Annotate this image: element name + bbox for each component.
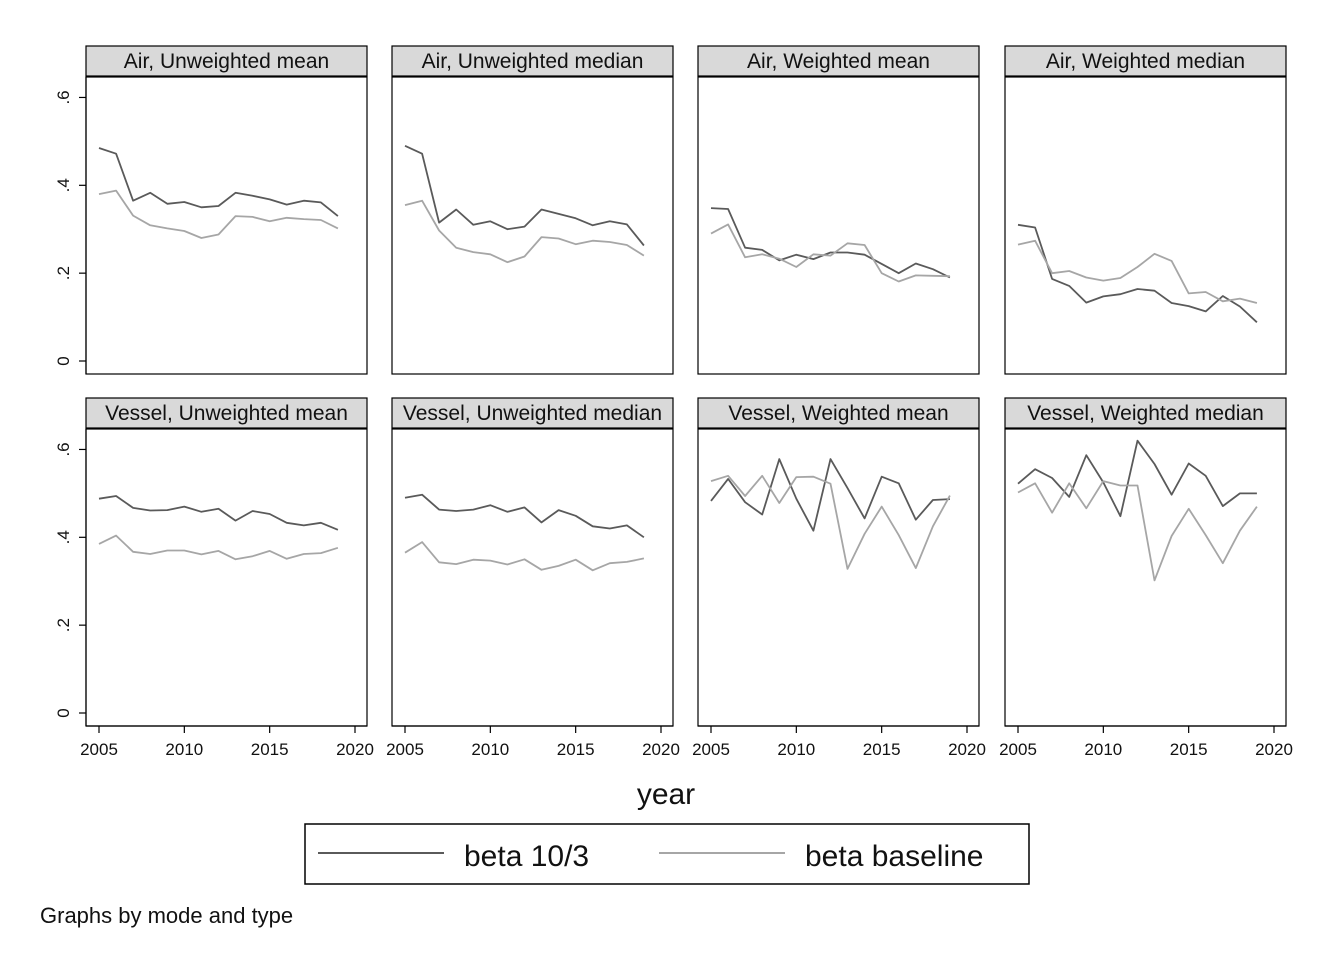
panel-title: Vessel, Weighted median bbox=[1027, 402, 1264, 425]
panel-strip bbox=[85, 397, 368, 429]
series-line-beta-baseline bbox=[98, 534, 339, 561]
y-tick-label: .6 bbox=[54, 90, 73, 104]
y-tick-label: 0 bbox=[54, 356, 73, 365]
series-line-beta-baseline bbox=[404, 199, 645, 264]
x-tick-label: 2020 bbox=[948, 740, 986, 759]
legend-label-beta-10-3: beta 10/3 bbox=[464, 840, 589, 873]
panel-title: Air, Unweighted median bbox=[422, 50, 644, 73]
series-line-beta-10-3 bbox=[1017, 439, 1257, 518]
panel-title: Air, Weighted mean bbox=[747, 50, 930, 73]
x-tick-label: 2020 bbox=[642, 740, 680, 759]
series-line-beta-baseline bbox=[404, 541, 645, 572]
x-axes: 2005 2010 2015 2020 2005 2010 2015 2020 2005 2010… bbox=[80, 725, 1293, 759]
series-line-beta-baseline bbox=[1017, 239, 1258, 304]
series-line-beta-10-3 bbox=[404, 493, 645, 539]
series-line-beta-baseline bbox=[710, 474, 951, 570]
panel-vessel-weighted-mean: Vessel, Weighted mean bbox=[697, 397, 980, 727]
panel-air-weighted-mean: Air, Weighted mean bbox=[697, 45, 980, 375]
series-line-beta-10-3 bbox=[404, 144, 645, 247]
series-line-beta-10-3 bbox=[1017, 223, 1258, 323]
y-tick-label: .4 bbox=[54, 178, 73, 192]
series-line-beta-10-3 bbox=[98, 147, 339, 217]
panel-strip bbox=[85, 45, 368, 77]
panel-grid: Air, Unweighted mean Air, Unweighted medi… bbox=[85, 45, 1287, 727]
plot-area bbox=[391, 76, 674, 375]
x-axis-title: year bbox=[637, 778, 695, 811]
panel-strip bbox=[1004, 397, 1287, 429]
x-tick-label: 2005 bbox=[692, 740, 730, 759]
y-tick-label: .4 bbox=[54, 530, 73, 544]
plot-area bbox=[697, 428, 980, 727]
panel-strip bbox=[1004, 45, 1287, 77]
series-line-beta-10-3 bbox=[710, 458, 950, 532]
panel-strip bbox=[391, 397, 674, 429]
y-tick-label: .2 bbox=[54, 618, 73, 632]
plot-area bbox=[1004, 76, 1287, 375]
panel-strip bbox=[391, 45, 674, 77]
x-tick-label: 2005 bbox=[999, 740, 1037, 759]
panel-title: Vessel, Unweighted mean bbox=[105, 402, 348, 425]
panel-strip bbox=[697, 45, 980, 77]
panel-title: Air, Unweighted mean bbox=[124, 50, 329, 73]
y-axes: 0 .2 .4 .6 0 .2 .4 .6 bbox=[54, 77, 87, 726]
x-tick-label: 2015 bbox=[251, 740, 289, 759]
x-tick-label: 2010 bbox=[165, 740, 203, 759]
series-line-beta-baseline bbox=[98, 189, 339, 239]
plot-area bbox=[697, 76, 980, 375]
x-tick-label: 2010 bbox=[471, 740, 509, 759]
x-tick-label: 2010 bbox=[777, 740, 815, 759]
graph-note: Graphs by mode and type bbox=[40, 903, 293, 928]
panel-air-weighted-median: Air, Weighted median bbox=[1004, 45, 1287, 375]
panel-vessel-weighted-median: Vessel, Weighted median bbox=[1004, 397, 1287, 727]
panel-title: Vessel, Unweighted median bbox=[403, 402, 662, 425]
panel-air-unweighted-median: Air, Unweighted median bbox=[391, 45, 674, 375]
panel-air-unweighted-mean: Air, Unweighted mean bbox=[85, 45, 368, 375]
x-tick-label: 2015 bbox=[1170, 740, 1208, 759]
x-tick-label: 2010 bbox=[1084, 740, 1122, 759]
y-tick-label: .2 bbox=[54, 266, 73, 280]
series-line-beta-baseline bbox=[710, 223, 950, 283]
series-line-beta-10-3 bbox=[98, 495, 339, 531]
x-tick-label: 2020 bbox=[336, 740, 374, 759]
series-line-beta-baseline bbox=[1017, 480, 1258, 582]
panel-vessel-unweighted-mean: Vessel, Unweighted mean bbox=[85, 397, 368, 727]
y-tick-label: .6 bbox=[54, 442, 73, 456]
panel-title: Air, Weighted median bbox=[1046, 50, 1245, 73]
x-tick-label: 2015 bbox=[557, 740, 595, 759]
x-tick-label: 2020 bbox=[1255, 740, 1293, 759]
x-tick-label: 2005 bbox=[80, 740, 118, 759]
series-line-beta-10-3 bbox=[710, 207, 951, 279]
panel-title: Vessel, Weighted mean bbox=[728, 402, 948, 425]
plot-area bbox=[85, 428, 368, 727]
plot-area bbox=[1004, 428, 1287, 727]
x-tick-label: 2015 bbox=[863, 740, 901, 759]
y-tick-label: 0 bbox=[54, 708, 73, 717]
x-tick-label: 2005 bbox=[386, 740, 424, 759]
legend: beta 10/3 beta baseline bbox=[304, 823, 1030, 885]
legend-label-beta-baseline: beta baseline bbox=[805, 840, 983, 873]
panel-vessel-unweighted-median: Vessel, Unweighted median bbox=[391, 397, 674, 727]
panel-strip bbox=[697, 397, 980, 429]
plot-area bbox=[391, 428, 674, 727]
